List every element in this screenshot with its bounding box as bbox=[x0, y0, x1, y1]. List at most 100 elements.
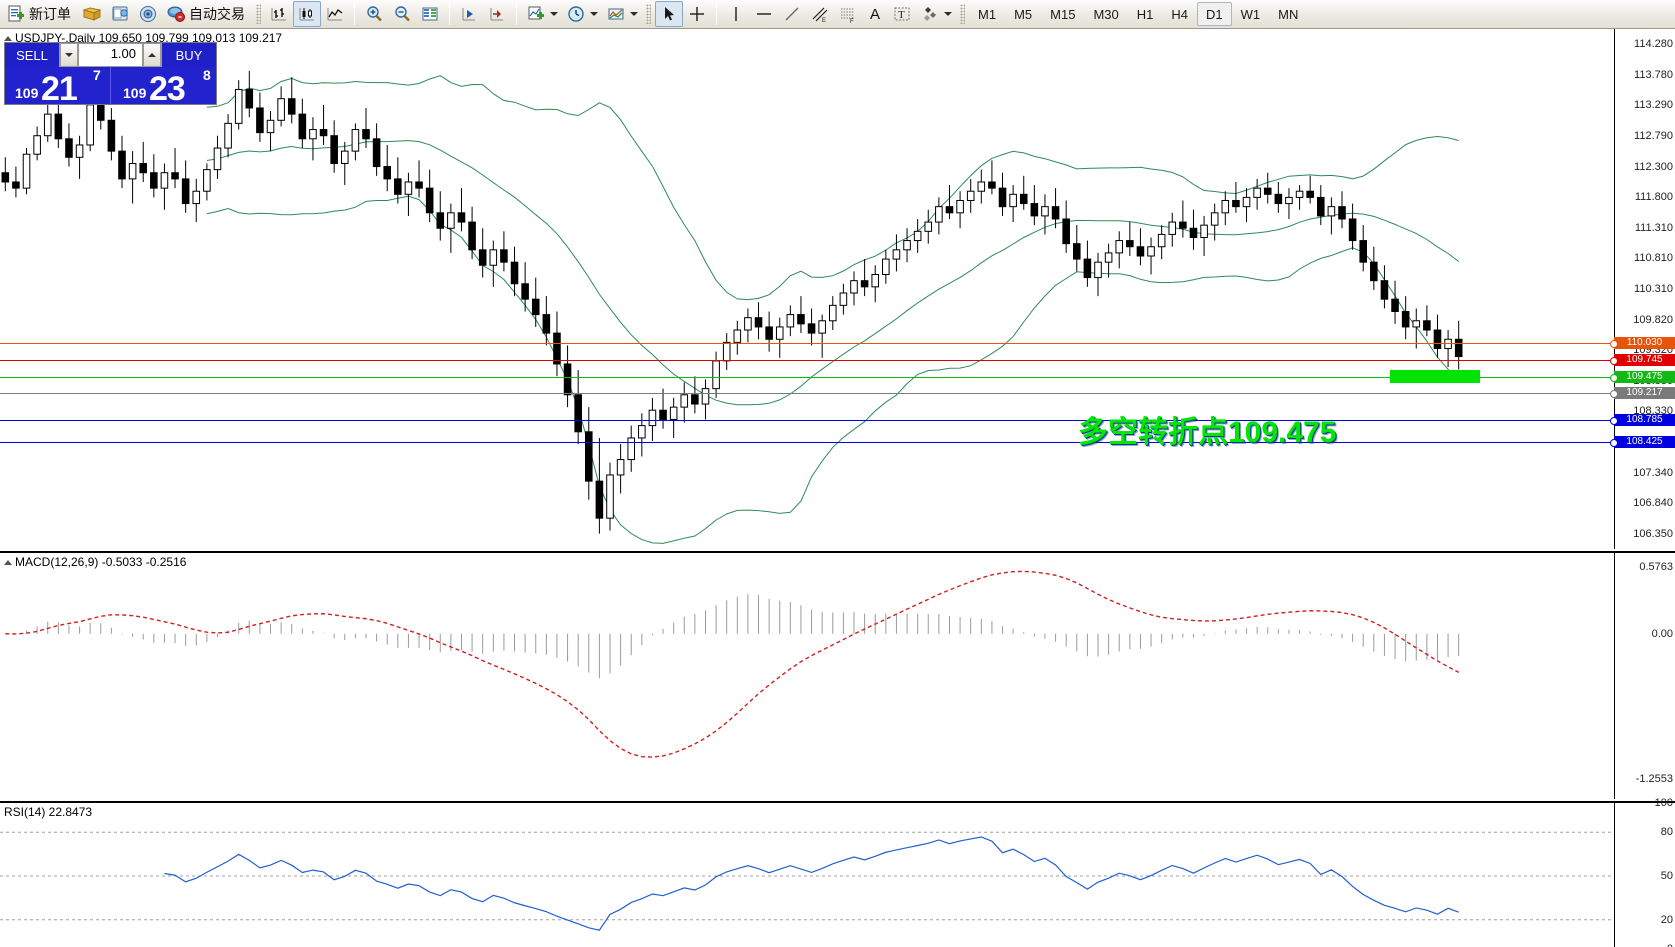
terminal-button[interactable] bbox=[134, 1, 162, 27]
cursor-button[interactable] bbox=[655, 1, 683, 27]
price-tick: 107.340 bbox=[1633, 466, 1673, 479]
chart-annotation[interactable]: 多空转折点109.475 bbox=[1078, 416, 1337, 449]
price-level-tag[interactable]: 109.475 bbox=[1610, 371, 1675, 383]
chart-container[interactable]: USDJPY-,Daily 109.650 109.799 109.013 10… bbox=[0, 29, 1675, 947]
candlestick-chart-button[interactable] bbox=[293, 1, 321, 27]
vertical-line-button[interactable] bbox=[722, 1, 750, 27]
templates-button[interactable] bbox=[602, 1, 642, 27]
rsi-tick: 0 bbox=[1667, 943, 1673, 947]
timeframe-mn[interactable]: MN bbox=[1278, 6, 1299, 22]
macd-plot[interactable] bbox=[0, 553, 1614, 799]
chart-shift-icon bbox=[487, 4, 507, 24]
bar-chart-button[interactable] bbox=[265, 1, 293, 27]
timeframe-w1[interactable]: W1 bbox=[1240, 6, 1261, 22]
price-level-tag[interactable]: 110.030 bbox=[1610, 337, 1675, 349]
zoom-out-button[interactable] bbox=[388, 1, 416, 27]
rsi-tick: 100 bbox=[1654, 797, 1673, 809]
price-level-line[interactable] bbox=[0, 377, 1614, 378]
auto-scroll-button[interactable] bbox=[455, 1, 483, 27]
svg-text:T: T bbox=[898, 9, 905, 21]
rsi-scale[interactable]: 100 80 50 20 0 bbox=[1614, 797, 1675, 947]
macd-scale[interactable]: 0.5763 0.00 -1.2553 bbox=[1614, 553, 1675, 799]
chart-shift-button[interactable] bbox=[483, 1, 511, 27]
text-label-icon: T bbox=[892, 4, 912, 24]
macd-pane[interactable]: MACD(12,26,9) -0.5033 -0.2516 0.5763 0.00… bbox=[0, 551, 1675, 799]
horizontal-line-icon bbox=[754, 4, 774, 24]
price-level-tag[interactable]: 109.745 bbox=[1610, 354, 1675, 366]
price-level-tag[interactable]: 109.217 bbox=[1610, 387, 1675, 399]
timeframe-m1[interactable]: M1 bbox=[978, 6, 997, 22]
rsi-pane[interactable]: RSI(14) 22.8473 100 80 50 20 0 bbox=[0, 797, 1675, 947]
buy-price-cell[interactable]: 109 23 8 bbox=[111, 67, 216, 108]
timeframe-h1[interactable]: H1 bbox=[1136, 6, 1154, 22]
chevron-down-icon[interactable] bbox=[944, 12, 953, 16]
price-level-tag[interactable]: 108.425 bbox=[1610, 436, 1675, 448]
autotrading-button[interactable]: 自动交易 bbox=[162, 1, 252, 27]
tile-windows-button[interactable] bbox=[416, 1, 444, 27]
navigator-icon bbox=[110, 4, 130, 24]
indicators-button[interactable] bbox=[522, 1, 562, 27]
fibonacci-button[interactable]: F bbox=[834, 1, 862, 27]
rsi-header: RSI(14) 22.8473 bbox=[4, 805, 92, 819]
folder-icon bbox=[82, 4, 102, 24]
sell-price-cell[interactable]: 109 21 7 bbox=[5, 67, 111, 108]
toolbar-grip[interactable] bbox=[256, 4, 261, 24]
chevron-down-icon[interactable] bbox=[550, 12, 558, 16]
crosshair-button[interactable] bbox=[683, 1, 711, 27]
zoom-in-button[interactable] bbox=[360, 1, 388, 27]
symbol-header: USDJPY-,Daily 109.650 109.799 109.013 10… bbox=[4, 31, 282, 45]
price-level-line[interactable] bbox=[0, 343, 1614, 344]
text-button[interactable]: A bbox=[862, 1, 888, 27]
text-label-button[interactable]: T bbox=[888, 1, 916, 27]
new-order-button[interactable]: 新订单 bbox=[2, 1, 78, 27]
price-tick: 110.810 bbox=[1634, 252, 1673, 265]
shapes-button[interactable] bbox=[916, 1, 956, 27]
timeframe-m15[interactable]: M15 bbox=[1050, 6, 1076, 22]
toolbar-grip-2[interactable] bbox=[646, 4, 651, 24]
volume-field[interactable]: 1.00 bbox=[59, 43, 162, 67]
trendline-button[interactable] bbox=[778, 1, 806, 27]
rsi-plot[interactable] bbox=[0, 803, 1614, 947]
price-level-line[interactable] bbox=[0, 420, 1614, 421]
price-level-line[interactable] bbox=[0, 360, 1614, 361]
price-plot[interactable]: 多空转折点109.475 bbox=[0, 29, 1614, 549]
price-scale[interactable]: 114.280 113.780 113.290 112.790 112.300 111.8… bbox=[1614, 29, 1675, 549]
collapse-icon[interactable] bbox=[4, 560, 12, 565]
text-icon: A bbox=[870, 5, 881, 23]
navigator-button[interactable] bbox=[106, 1, 134, 27]
collapse-icon[interactable] bbox=[4, 36, 12, 41]
chevron-down-icon[interactable] bbox=[590, 12, 598, 16]
price-level-line[interactable] bbox=[0, 393, 1614, 394]
trendline-icon bbox=[782, 4, 802, 24]
autotrading-icon bbox=[166, 4, 186, 24]
toolbar-separator-2 bbox=[449, 3, 450, 25]
timeframe-h4[interactable]: H4 bbox=[1171, 6, 1188, 22]
fibonacci-icon: F bbox=[838, 4, 858, 24]
chevron-down-icon[interactable] bbox=[630, 12, 638, 16]
one-click-trading-panel[interactable]: SELL 1.00 BUY 109 21 7 109 23 8 bbox=[4, 42, 217, 108]
buy-price-main: 23 bbox=[149, 70, 186, 108]
timeframe-m30[interactable]: M30 bbox=[1093, 6, 1119, 22]
volume-decrement-button[interactable] bbox=[60, 43, 78, 67]
line-chart-button[interactable] bbox=[321, 1, 349, 27]
volume-input[interactable]: 1.00 bbox=[78, 43, 143, 67]
rsi-tick: 50 bbox=[1660, 870, 1673, 882]
buy-price-fraction: 8 bbox=[203, 67, 211, 83]
timeframe-d1[interactable]: D1 bbox=[1196, 2, 1232, 26]
price-level-tag[interactable]: 108.785 bbox=[1610, 414, 1675, 426]
sell-price-prefix: 109 bbox=[15, 85, 39, 101]
buy-button[interactable]: BUY bbox=[162, 43, 216, 67]
data-window-button[interactable] bbox=[78, 1, 106, 27]
price-tick: 106.840 bbox=[1633, 497, 1673, 510]
price-level-line[interactable] bbox=[0, 442, 1614, 443]
toolbar-grip-3[interactable] bbox=[960, 4, 966, 24]
price-pane[interactable]: USDJPY-,Daily 109.650 109.799 109.013 10… bbox=[0, 29, 1675, 549]
sell-button[interactable]: SELL bbox=[5, 43, 59, 67]
line-chart-icon bbox=[325, 4, 345, 24]
volume-increment-button[interactable] bbox=[143, 43, 161, 67]
timeframe-m5[interactable]: M5 bbox=[1014, 6, 1033, 22]
horizontal-line-button[interactable] bbox=[750, 1, 778, 27]
equidistant-channel-button[interactable]: E bbox=[806, 1, 834, 27]
rsi-tick: 20 bbox=[1660, 913, 1673, 926]
periods-button[interactable] bbox=[562, 1, 602, 27]
